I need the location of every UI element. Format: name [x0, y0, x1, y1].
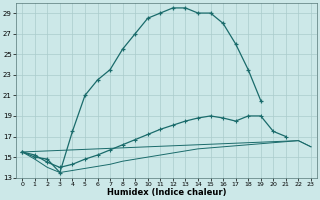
X-axis label: Humidex (Indice chaleur): Humidex (Indice chaleur) — [107, 188, 226, 197]
